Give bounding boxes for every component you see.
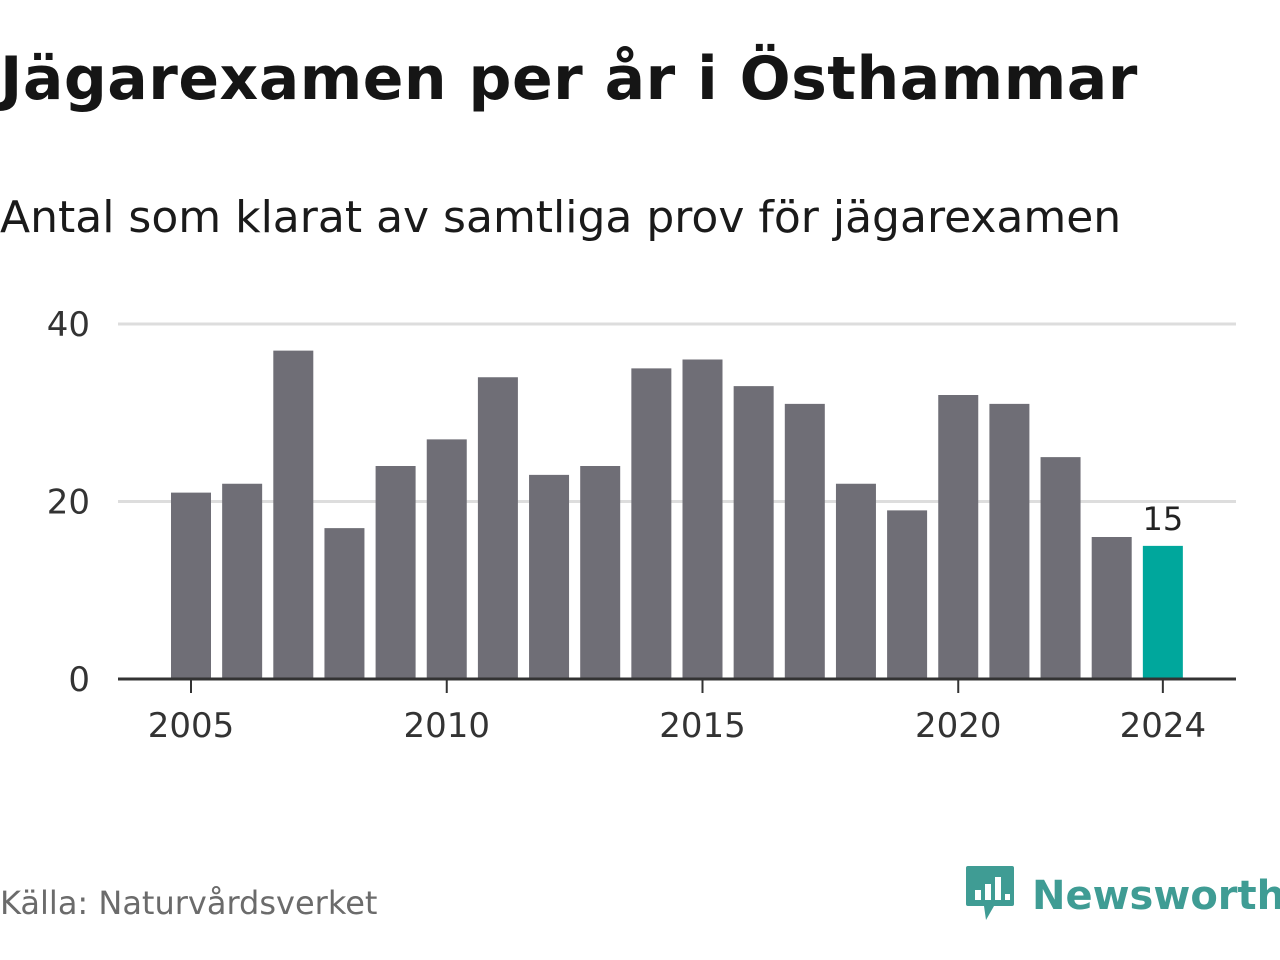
bar xyxy=(989,403,1030,679)
newsworthy-logo-icon xyxy=(964,864,1016,928)
y-tick-label: 20 xyxy=(47,483,90,523)
x-tick-label: 2020 xyxy=(915,706,1002,746)
y-tick-label: 0 xyxy=(68,660,90,700)
bar xyxy=(171,492,211,679)
bar-chart: 0 20 40 2005 2010 2015 2020 2024 15 xyxy=(47,305,1236,746)
axes: 0 20 40 2005 2010 2015 2020 2024 xyxy=(47,305,1236,746)
bar xyxy=(887,510,928,679)
bar xyxy=(529,474,570,679)
bar xyxy=(324,528,365,679)
bar xyxy=(222,483,263,679)
brand-logo: Newsworthy xyxy=(964,864,1280,928)
brand-name: Newsworthy xyxy=(1032,873,1280,919)
x-tick-label: 2005 xyxy=(148,706,235,746)
bar xyxy=(733,386,774,679)
bar xyxy=(580,466,621,679)
bar xyxy=(426,439,467,679)
x-tick-label: 2010 xyxy=(403,706,490,746)
bar xyxy=(835,483,876,679)
bar xyxy=(682,359,723,679)
chart-subtitle: Antal som klarat av samtliga prov för jä… xyxy=(0,192,1122,243)
data-labels: 15 xyxy=(1142,500,1183,538)
bar xyxy=(1091,537,1132,679)
bar-highlight xyxy=(1142,545,1183,679)
bar xyxy=(631,368,672,679)
bar xyxy=(1040,457,1081,679)
bar xyxy=(273,350,314,679)
bar xyxy=(477,377,518,679)
bar xyxy=(375,466,416,679)
data-label: 15 xyxy=(1142,500,1183,538)
bar xyxy=(938,395,979,679)
y-tick-label: 40 xyxy=(47,305,90,345)
x-tick-label: 2024 xyxy=(1120,706,1207,746)
bar xyxy=(784,403,825,679)
x-tick-label: 2015 xyxy=(659,706,746,746)
bars xyxy=(171,350,1183,679)
chart-title: Jägarexamen per år i Östhammar xyxy=(0,44,1138,114)
source-note: Källa: Naturvårdsverket xyxy=(0,884,378,922)
